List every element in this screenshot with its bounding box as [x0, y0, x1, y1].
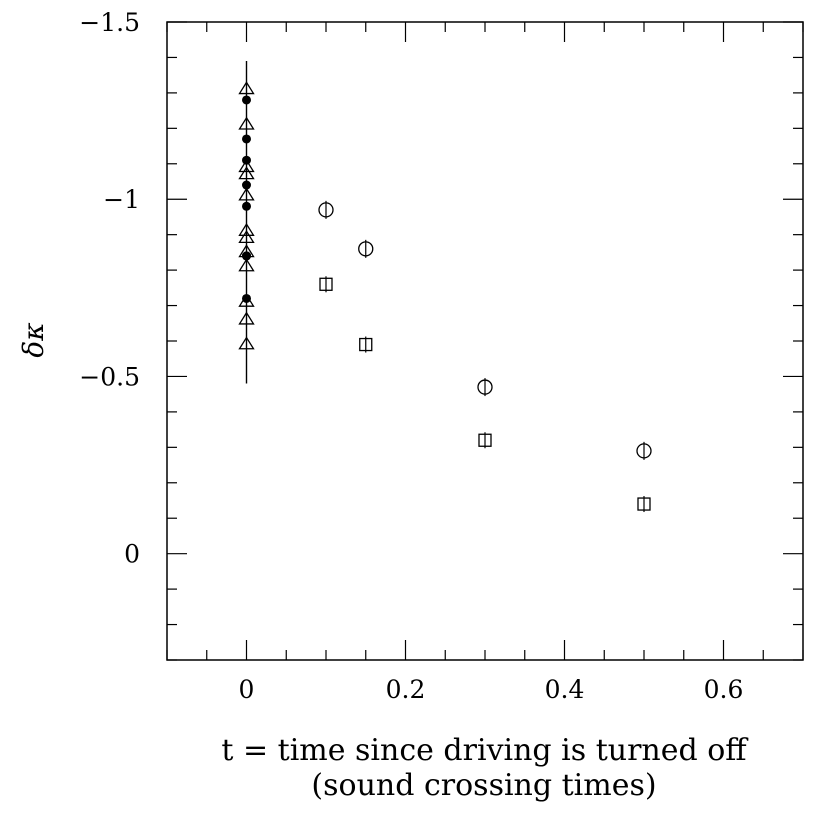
plot-frame [166, 21, 804, 661]
filled-circle-point [242, 180, 251, 190]
y-tick-label: 0 [124, 540, 140, 569]
x-tick-label: 0.6 [704, 675, 744, 704]
filled-circle-point [242, 95, 251, 105]
y-tick-label: −1 [103, 185, 140, 214]
x-axis-label: t = time since driving is turned off [221, 733, 749, 768]
triangle-point [238, 222, 255, 236]
triangle-point [238, 81, 255, 95]
x-axis-label-line2: (sound crossing times) [311, 768, 656, 803]
x-tick-label: 0 [239, 675, 255, 704]
filled-circle-point [242, 293, 251, 303]
x-tick-label: 0.4 [545, 675, 585, 704]
y-tick-label: −1.5 [79, 8, 140, 37]
axis-ticks [166, 21, 804, 661]
triangle-point [238, 336, 255, 350]
tick-labels: 0 0.2 0.4 0.6 0 −0.5 −1 −1.5 [79, 8, 743, 704]
triangle-point [238, 166, 255, 180]
triangle-point [238, 229, 255, 244]
filled-circle-point [242, 134, 251, 144]
triangle-point [238, 159, 255, 173]
filled-circle-point [242, 201, 251, 211]
data-marks [238, 81, 652, 513]
triangle-point [238, 116, 255, 130]
triangle-point [238, 258, 255, 272]
x-tick-label: 0.2 [386, 675, 426, 704]
filled-circle-point [242, 155, 251, 165]
y-axis-label: δκ [17, 322, 50, 357]
triangle-point [238, 187, 255, 201]
filled-circle-point [242, 251, 251, 261]
y-tick-label: −0.5 [79, 362, 140, 391]
triangle-point [238, 311, 255, 325]
